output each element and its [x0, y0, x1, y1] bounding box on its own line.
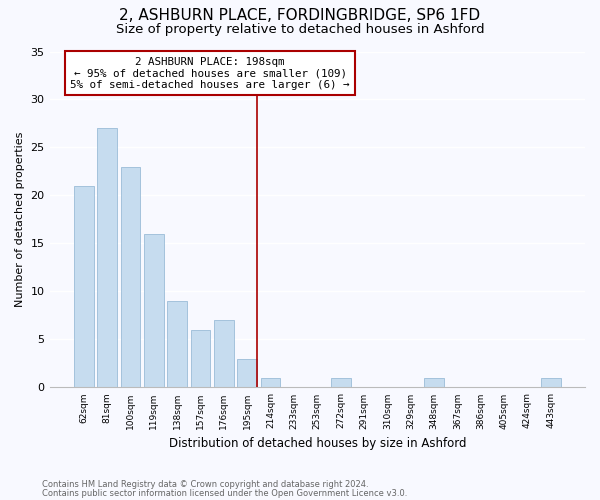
Bar: [97, 128, 117, 388]
Bar: [74, 186, 94, 388]
Bar: [214, 320, 234, 388]
Text: Contains HM Land Registry data © Crown copyright and database right 2024.: Contains HM Land Registry data © Crown c…: [42, 480, 368, 489]
Bar: [167, 301, 187, 388]
Text: 2 ASHBURN PLACE: 198sqm
← 95% of detached houses are smaller (109)
5% of semi-de: 2 ASHBURN PLACE: 198sqm ← 95% of detache…: [70, 56, 350, 90]
Bar: [191, 330, 211, 388]
Bar: [238, 358, 257, 388]
Text: 2, ASHBURN PLACE, FORDINGBRIDGE, SP6 1FD: 2, ASHBURN PLACE, FORDINGBRIDGE, SP6 1FD: [119, 8, 481, 22]
Text: Size of property relative to detached houses in Ashford: Size of property relative to detached ho…: [116, 24, 484, 36]
Bar: [424, 378, 444, 388]
Bar: [144, 234, 164, 388]
Bar: [541, 378, 560, 388]
X-axis label: Distribution of detached houses by size in Ashford: Distribution of detached houses by size …: [169, 437, 466, 450]
Text: Contains public sector information licensed under the Open Government Licence v3: Contains public sector information licen…: [42, 488, 407, 498]
Bar: [260, 378, 280, 388]
Bar: [331, 378, 350, 388]
Y-axis label: Number of detached properties: Number of detached properties: [15, 132, 25, 307]
Bar: [121, 166, 140, 388]
